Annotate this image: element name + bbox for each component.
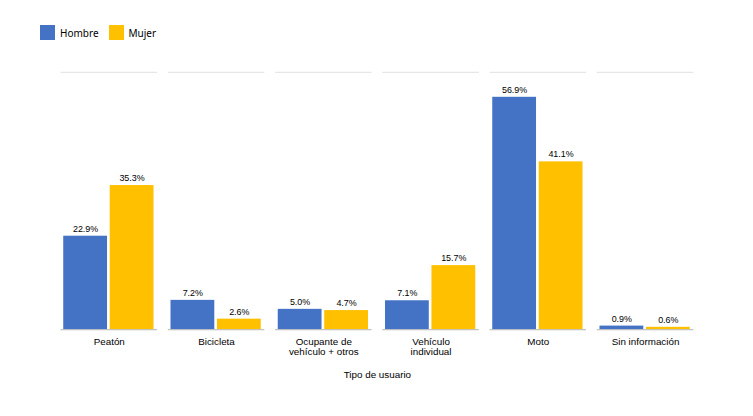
svg-text:Peatón: Peatón bbox=[94, 336, 125, 347]
svg-text:Vehículoindividual: Vehículoindividual bbox=[411, 336, 452, 357]
svg-text:22.9%: 22.9% bbox=[73, 224, 98, 234]
svg-text:0.6%: 0.6% bbox=[658, 315, 678, 325]
svg-text:7.1%: 7.1% bbox=[397, 288, 417, 298]
svg-text:Bicicleta: Bicicleta bbox=[198, 336, 235, 347]
svg-text:35.3%: 35.3% bbox=[119, 173, 144, 183]
svg-text:15.7%: 15.7% bbox=[441, 253, 466, 263]
svg-text:5.0%: 5.0% bbox=[290, 297, 310, 307]
svg-text:41.1%: 41.1% bbox=[548, 149, 573, 159]
svg-text:0.9%: 0.9% bbox=[612, 314, 632, 324]
svg-text:2.6%: 2.6% bbox=[229, 307, 249, 317]
html-text:Hombre: Hombre bbox=[60, 25, 99, 40]
svg-text:7.2%: 7.2% bbox=[183, 288, 203, 298]
svg-text:Tipo de usuario: Tipo de usuario bbox=[344, 369, 412, 380]
svg-text:Sin información: Sin información bbox=[612, 336, 680, 347]
svg-text:Ocupante devehículo + otros: Ocupante devehículo + otros bbox=[289, 336, 359, 357]
svg-text:Moto: Moto bbox=[527, 336, 549, 347]
svg-text:56.9%: 56.9% bbox=[502, 85, 527, 95]
svg-text:4.7%: 4.7% bbox=[336, 298, 356, 308]
html-text:Mujer: Mujer bbox=[128, 25, 157, 40]
